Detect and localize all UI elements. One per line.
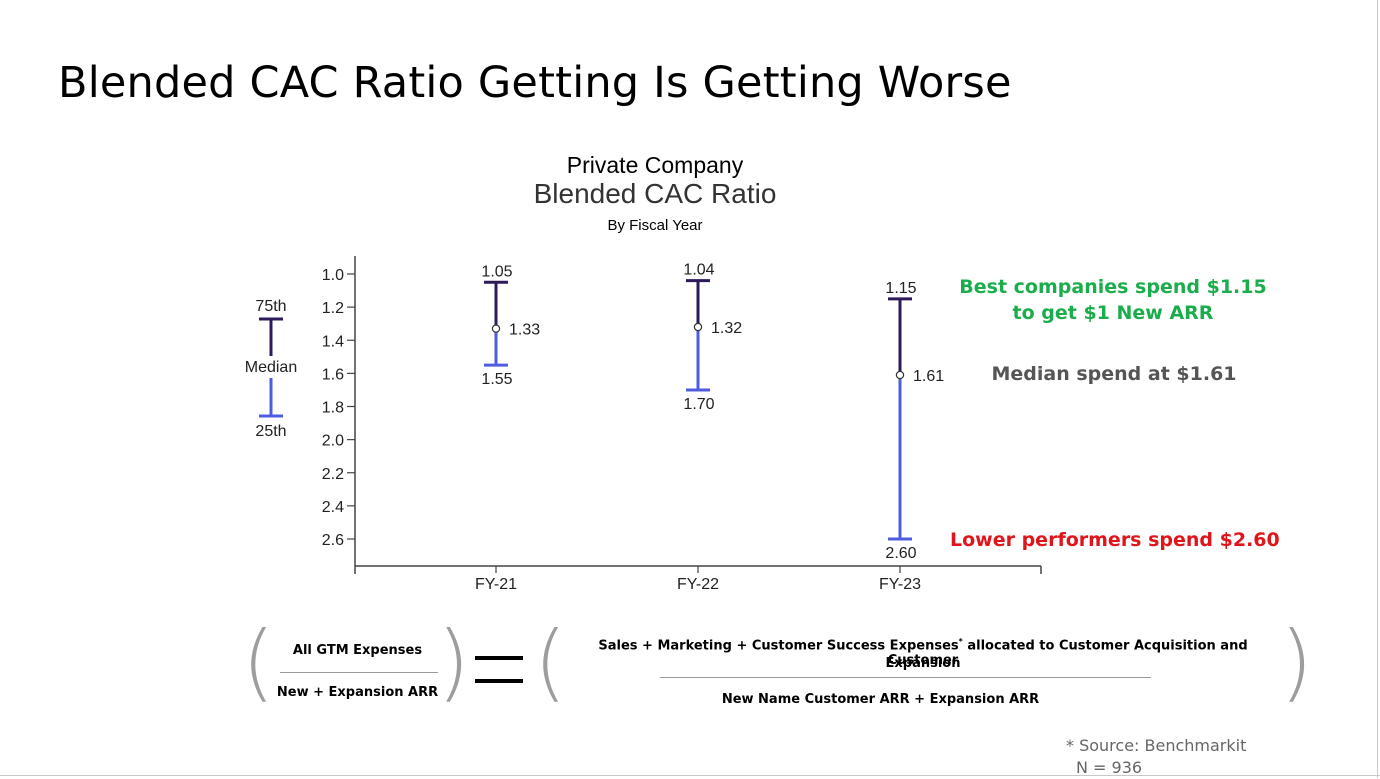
median-point	[895, 370, 905, 380]
formula-right-close-paren: )	[1280, 613, 1313, 711]
y-tick-label: 1.8	[322, 400, 344, 417]
p75-value-label: 1.05	[481, 263, 512, 280]
formula-right-numerator-text: Sales + Marketing + Customer Success Exp…	[598, 638, 959, 654]
footnote-asterisk: *	[958, 637, 963, 646]
median-value-label: 1.61	[913, 368, 944, 385]
y-tick-label: 2.0	[322, 433, 344, 450]
best-companies-callout: Best companies spend $1.15 to get $1 New…	[958, 274, 1268, 326]
legend-25th-label: 25th	[255, 423, 286, 440]
median-value-label: 1.32	[711, 320, 742, 337]
formula-right-numerator: Sales + Marketing + Customer Success Exp…	[578, 637, 1268, 668]
formula-left-open-paren: (	[242, 613, 275, 711]
formula-left-denominator: New + Expansion ARR	[276, 685, 439, 700]
y-tick-label: 2.4	[322, 499, 344, 516]
best-companies-callout-line1: Best companies spend $1.15	[959, 276, 1267, 298]
p75-value-label: 1.04	[683, 262, 714, 279]
p25-value-label: 2.60	[885, 545, 916, 562]
chart-supertitle: Private Company	[566, 152, 744, 178]
chart-subtitle: By Fiscal Year	[607, 217, 703, 234]
best-companies-callout-line2: to get $1 New ARR	[1012, 302, 1214, 324]
lower-performers-callout: Lower performers spend $2.60	[950, 529, 1280, 551]
y-tick-label: 1.6	[322, 366, 344, 383]
y-tick-label: 1.0	[322, 267, 344, 284]
slide-border-right	[1377, 0, 1378, 778]
x-tick-label: FY-22	[677, 576, 719, 593]
slide-title: Blended CAC Ratio Getting Is Getting Wor…	[58, 58, 1012, 108]
formula-right-numerator-line2: Expansion	[885, 656, 961, 671]
chart-title: Blended CAC Ratio	[533, 178, 777, 209]
median-point	[491, 324, 501, 333]
equals-sign-bottom	[475, 679, 523, 683]
source-text: * Source: Benchmarkit	[1066, 736, 1247, 755]
p75-value-label: 1.15	[885, 280, 916, 297]
slide-border-bottom	[0, 775, 1380, 776]
p25-value-label: 1.70	[683, 396, 714, 413]
formula-right-open-paren: (	[534, 613, 567, 711]
median-value-label: 1.33	[509, 322, 540, 339]
p25-value-label: 1.55	[481, 371, 512, 388]
formula-left-numerator: All GTM Expenses	[292, 643, 423, 658]
formula-right-denominator: New Name Customer ARR + Expansion ARR	[721, 692, 1040, 707]
formula-right-numerator-tail: allocated to Customer Acquisition and Cu…	[887, 638, 1248, 669]
y-tick-label: 1.4	[322, 333, 344, 350]
formula-left-close-paren: )	[437, 613, 470, 711]
legend-75th-label: 75th	[255, 298, 286, 315]
y-tick-label: 1.2	[322, 300, 344, 317]
formula-left-fraction-line	[280, 672, 438, 673]
median-point	[693, 322, 703, 332]
x-tick-label: FY-21	[475, 576, 517, 593]
equals-sign-top	[475, 656, 523, 660]
x-tick-label: FY-23	[879, 576, 921, 593]
y-tick-label: 2.2	[322, 466, 344, 483]
formula-right-fraction-line	[660, 677, 1151, 678]
y-tick-label: 2.6	[322, 532, 344, 549]
sample-size-text: N = 936	[1076, 758, 1143, 777]
median-spend-callout: Median spend at $1.61	[991, 363, 1237, 385]
legend-median-label: Median	[245, 359, 297, 376]
source-footnote: * Source: Benchmarkit N = 936	[1066, 735, 1246, 779]
